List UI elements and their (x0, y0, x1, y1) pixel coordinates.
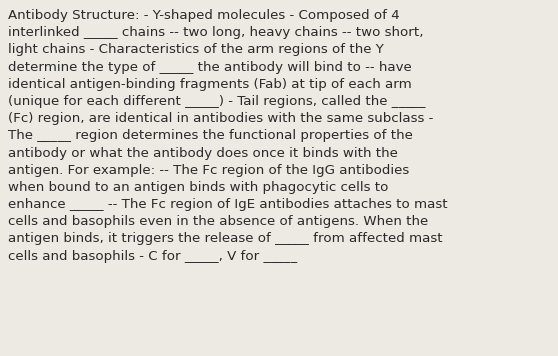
Text: Antibody Structure: - Y-shaped molecules - Composed of 4
interlinked _____ chain: Antibody Structure: - Y-shaped molecules… (8, 9, 448, 263)
